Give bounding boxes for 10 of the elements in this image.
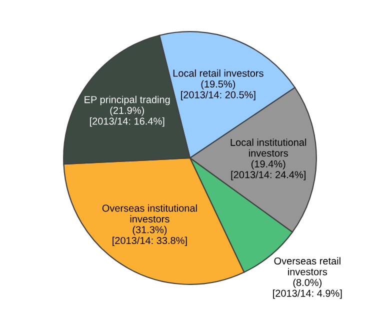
slice-label: Local retail investors [173, 69, 264, 77]
data-label: (21.9%) [2013/14: 16.4%] [90, 106, 164, 127]
data-label: (8.0%) [2013/14: 4.9%] [273, 278, 342, 299]
data-label: (19.5%) [2013/14: 20.5%] [181, 80, 256, 100]
slice-label: EP principal trading [84, 96, 170, 106]
slice-label: Overseas retail investors [274, 257, 340, 276]
data-label: (31.3%) [2013/14: 33.8%] [112, 226, 187, 246]
slice-label: Overseas institutional investors [102, 204, 197, 223]
slice-label: Local institutional investors [230, 138, 306, 157]
data-label: (19.4%) [2013/14: 24.4%] [231, 160, 306, 180]
